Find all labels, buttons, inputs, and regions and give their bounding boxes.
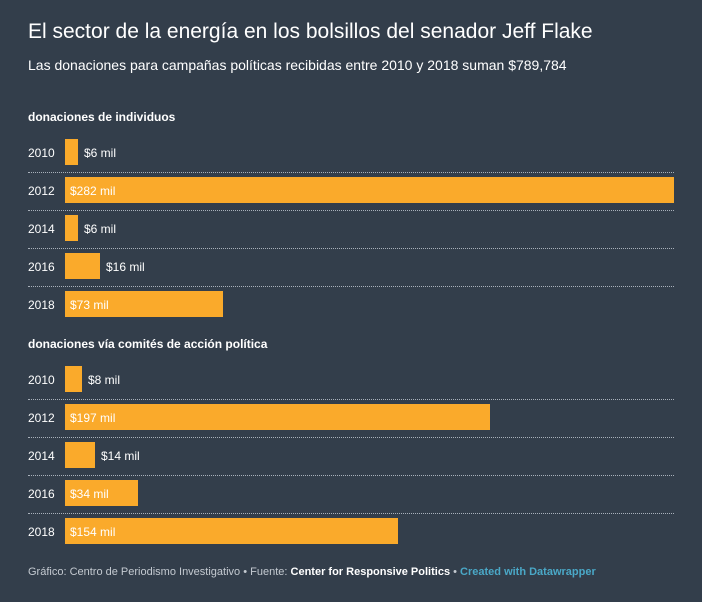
bar xyxy=(65,253,100,279)
bar xyxy=(65,404,490,430)
value-label: $34 mil xyxy=(70,487,109,501)
year-label: 2014 xyxy=(28,449,55,463)
footer-credit: Gráfico: Centro de Periodismo Investigat… xyxy=(28,566,241,578)
value-label: $73 mil xyxy=(70,298,109,312)
value-label: $197 mil xyxy=(70,411,116,425)
year-label: 2018 xyxy=(28,298,55,312)
value-label: $6 mil xyxy=(84,146,117,160)
bar xyxy=(65,442,95,468)
chart-footer: Gráfico: Centro de Periodismo Investigat… xyxy=(28,566,596,578)
footer-separator: • xyxy=(243,566,248,578)
bar xyxy=(65,139,78,165)
chart-title: El sector de la energía en los bolsillos… xyxy=(28,20,593,43)
datawrapper-link[interactable]: Created with Datawrapper xyxy=(460,566,596,578)
value-label: $8 mil xyxy=(88,373,121,387)
value-label: $14 mil xyxy=(101,449,140,463)
chart-subtitle: Las donaciones para campañas políticas r… xyxy=(28,57,567,73)
year-label: 2010 xyxy=(28,373,55,387)
footer-source-link[interactable]: Center for Responsive Politics xyxy=(290,566,451,578)
bar-row: 2010 $8 mil xyxy=(28,361,674,400)
bar-row: 2012 $282 mil xyxy=(28,172,674,211)
bar-row: 2014 $6 mil xyxy=(28,210,674,249)
bar-row: 2016 $16 mil xyxy=(28,248,674,287)
year-label: 2016 xyxy=(28,260,55,274)
group-label: donaciones vía comités de acción polític… xyxy=(28,337,268,351)
bar-row: 2018 $73 mil xyxy=(28,286,674,324)
bar xyxy=(65,215,78,241)
year-label: 2014 xyxy=(28,222,55,236)
bar xyxy=(65,518,398,544)
bar-row: 2016 $34 mil xyxy=(28,475,674,514)
year-label: 2018 xyxy=(28,525,55,539)
bar-row: 2012 $197 mil xyxy=(28,399,674,438)
bar xyxy=(65,366,82,392)
bar xyxy=(65,177,674,203)
group-label: donaciones de individuos xyxy=(28,110,176,124)
footer-source-label: Fuente: xyxy=(250,566,288,578)
bar xyxy=(65,480,138,506)
value-label: $6 mil xyxy=(84,222,117,236)
value-label: $282 mil xyxy=(70,184,116,198)
year-label: 2012 xyxy=(28,411,55,425)
year-label: 2010 xyxy=(28,146,55,160)
bar-row: 2018 $154 mil xyxy=(28,513,674,551)
bar-row: 2014 $14 mil xyxy=(28,437,674,476)
footer-separator: • xyxy=(453,566,457,578)
value-label: $16 mil xyxy=(106,260,145,274)
bar xyxy=(65,291,223,317)
year-label: 2012 xyxy=(28,184,55,198)
bar-row: 2010 $6 mil xyxy=(28,134,674,173)
value-label: $154 mil xyxy=(70,525,116,539)
year-label: 2016 xyxy=(28,487,55,501)
